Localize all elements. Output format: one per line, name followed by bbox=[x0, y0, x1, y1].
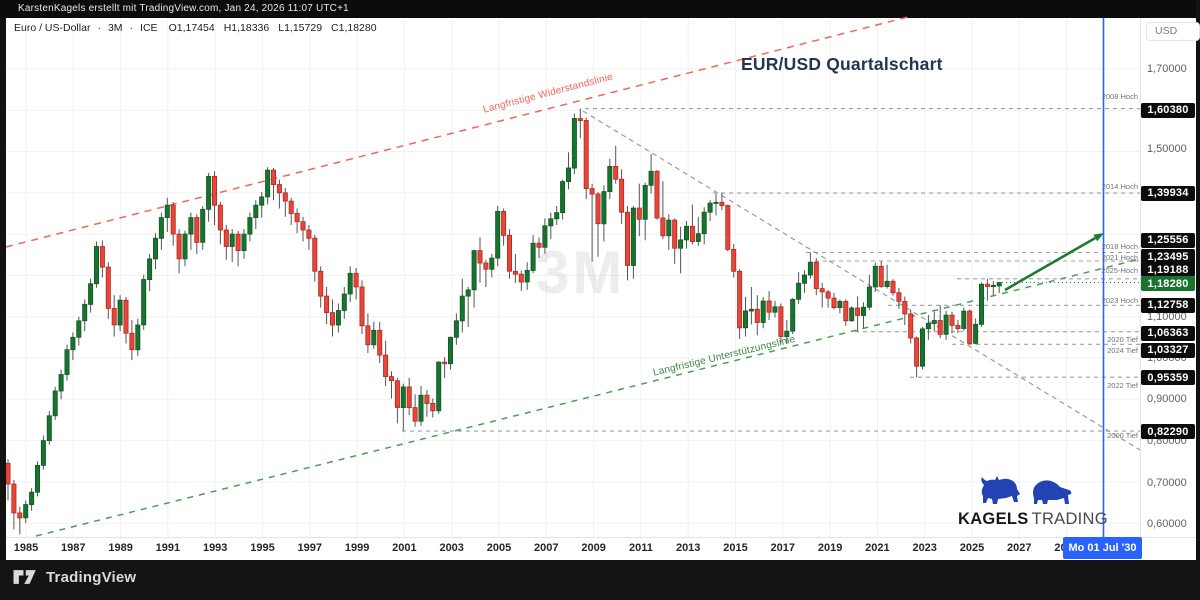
separator-dot: · bbox=[97, 22, 101, 34]
right-frame bbox=[1196, 0, 1200, 600]
attribution-bar: KarstenKagels erstellt mit TradingView.c… bbox=[0, 0, 1200, 18]
ohlc-o: O1,17454 bbox=[168, 22, 215, 34]
separator-dot: · bbox=[129, 22, 134, 34]
bottom-bar bbox=[0, 560, 1200, 600]
currency-label: USD bbox=[1155, 25, 1178, 37]
logo-text-rest: TRADING bbox=[1031, 510, 1108, 528]
attribution-text: KarstenKagels erstellt mit TradingView.c… bbox=[18, 3, 349, 14]
interval-label[interactable]: 3M bbox=[107, 22, 123, 34]
left-frame bbox=[0, 18, 6, 560]
currency-toggle-button[interactable]: USD bbox=[1146, 22, 1200, 41]
tradingview-mark-icon bbox=[13, 570, 36, 584]
bear-icon bbox=[1033, 480, 1072, 504]
abwaertstrend-2008-2014 bbox=[582, 110, 1141, 451]
tradingview-brand-text: TradingView bbox=[46, 568, 137, 586]
trendlines[interactable] bbox=[5, 16, 1141, 537]
symbol-header[interactable]: Euro / US-Dollar · 3M · ICE O1,17454 H1,1… bbox=[14, 22, 377, 34]
future-date-badge: Mo 01 Jul '30 bbox=[1063, 537, 1142, 559]
bull-icon bbox=[981, 476, 1020, 504]
chart-title: EUR/USD Quartalschart bbox=[741, 54, 943, 74]
bull-bear-icon bbox=[981, 476, 1072, 504]
interval-watermark: 3M bbox=[536, 239, 626, 306]
kagels-trading-logo: KAGELS TRADING bbox=[958, 474, 1108, 529]
logo-text-bold: KAGELS bbox=[958, 510, 1029, 528]
langfristige-widerstandslinie bbox=[5, 16, 909, 248]
ohlc-h: H1,18336 bbox=[223, 22, 270, 34]
projection-arrow[interactable] bbox=[1004, 233, 1104, 292]
exchange-label: ICE bbox=[140, 22, 158, 34]
time-axis[interactable] bbox=[6, 537, 1196, 560]
grid bbox=[6, 18, 1140, 537]
tradingview-logo[interactable]: TradingView bbox=[12, 566, 136, 588]
level-lines[interactable] bbox=[402, 108, 1140, 432]
symbol-name[interactable]: Euro / US-Dollar bbox=[14, 22, 91, 34]
ohlc-values: O1,17454 H1,18336 L1,15729 C1,18280 bbox=[169, 22, 377, 34]
langfristige-unterstuetzungslinie bbox=[35, 258, 1141, 537]
ohlc-l: L1,15729 bbox=[278, 22, 323, 34]
price-axis[interactable] bbox=[1140, 18, 1196, 560]
ohlc-c: C1,18280 bbox=[331, 22, 377, 34]
candles bbox=[5, 108, 1002, 535]
